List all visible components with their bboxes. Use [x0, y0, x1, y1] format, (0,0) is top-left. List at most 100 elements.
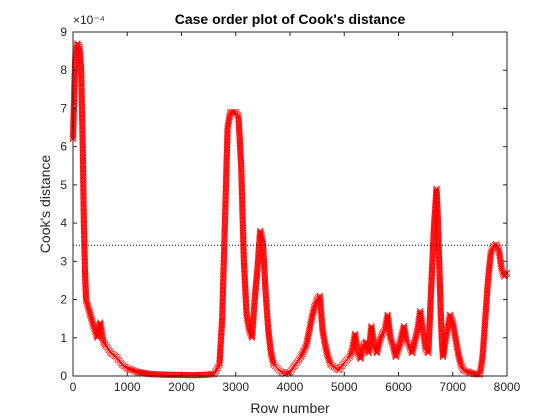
data-point-marker: [221, 238, 228, 246]
data-point-marker: [221, 213, 229, 221]
data-point-marker: [222, 197, 229, 205]
data-point-marker: [219, 286, 227, 294]
data-point-marker: [238, 195, 246, 203]
data-point-marker: [78, 116, 86, 123]
data-point-marker: [239, 205, 246, 213]
data-point-marker: [78, 94, 85, 101]
data-point-marker: [436, 262, 443, 270]
data-point-marker: [221, 224, 229, 232]
data-point-marker: [80, 210, 87, 217]
data-point-marker: [238, 184, 246, 192]
data-point-marker: [239, 213, 246, 221]
data-point-marker: [80, 208, 87, 216]
data-point-marker: [77, 71, 85, 79]
data-point-marker: [79, 129, 86, 136]
data-point-marker: [78, 84, 85, 92]
data-point-marker: [239, 224, 247, 232]
data-point-marker: [239, 202, 246, 209]
data-point-marker: [222, 203, 229, 211]
data-point-marker: [224, 133, 231, 141]
data-point-marker: [71, 86, 78, 94]
data-point-marker: [211, 369, 219, 376]
data-point-marker: [436, 272, 443, 279]
data-point-marker: [80, 218, 88, 225]
data-point-marker: [436, 292, 444, 300]
data-point-marker: [222, 191, 229, 198]
data-point-marker: [221, 226, 229, 233]
data-point-marker: [223, 156, 230, 163]
data-point-marker: [238, 187, 246, 195]
x-tick-label: 2000: [168, 380, 195, 394]
data-point-marker: [220, 246, 228, 254]
data-point-marker: [70, 99, 78, 107]
data-point-marker: [220, 266, 227, 273]
data-point-marker: [436, 270, 443, 278]
data-point-marker: [220, 256, 228, 264]
data-point-marker: [219, 304, 226, 311]
data-point-marker: [239, 232, 247, 240]
data-point-marker: [237, 164, 245, 171]
data-point-marker: [436, 264, 443, 271]
y-tick-label: 0: [60, 369, 67, 383]
data-point-marker: [239, 234, 247, 241]
data-point-marker: [80, 211, 88, 219]
data-point-marker: [173, 371, 181, 379]
x-tick-label: 3000: [222, 380, 249, 394]
data-point-marker: [70, 113, 77, 121]
y-axis-label: Cook's distance: [37, 155, 53, 254]
data-point-marker: [240, 245, 247, 252]
data-point-marker: [168, 371, 176, 379]
data-point-marker: [220, 272, 227, 279]
data-point-marker: [80, 184, 87, 192]
data-point-marker: [80, 200, 87, 208]
data-point-marker: [239, 215, 246, 222]
data-point-marker: [238, 175, 245, 182]
data-point-marker: [80, 216, 88, 224]
data-point-marker: [220, 267, 227, 275]
data-point-marker: [221, 215, 229, 222]
data-point-marker: [70, 96, 78, 103]
data-point-marker: [436, 276, 444, 284]
data-point-marker: [78, 117, 86, 125]
data-point-marker: [165, 371, 173, 379]
data-point-marker: [78, 98, 86, 106]
data-point-marker: [80, 234, 88, 241]
data-point-marker: [78, 78, 85, 85]
data-point-marker: [436, 265, 443, 273]
data-point-marker: [80, 197, 87, 205]
data-point-marker: [79, 162, 87, 170]
data-point-marker: [78, 82, 85, 90]
data-point-marker: [80, 203, 87, 211]
data-point-marker: [223, 149, 231, 157]
data-point-marker: [77, 70, 85, 77]
data-point-marker: [79, 165, 87, 173]
data-point-marker: [133, 368, 141, 375]
data-point-marker: [238, 170, 245, 178]
data-point-marker: [239, 226, 247, 233]
data-point-marker: [80, 215, 88, 222]
data-point-marker: [238, 189, 246, 197]
data-point-marker: [79, 148, 87, 155]
y-tick-label: 8: [60, 63, 67, 77]
data-point-marker: [80, 232, 88, 240]
data-point-marker: [221, 229, 228, 236]
data-point-marker: [437, 300, 444, 308]
data-point-marker: [70, 115, 77, 122]
data-point-marker: [79, 124, 86, 131]
data-point-marker: [81, 245, 88, 252]
data-point-marker: [78, 86, 85, 93]
data-point-marker: [80, 191, 87, 198]
data-point-marker: [223, 159, 230, 166]
data-point-marker: [81, 248, 88, 255]
x-axis-label: Row number: [250, 400, 330, 416]
data-point-marker: [140, 369, 147, 377]
data-point-marker: [240, 250, 247, 257]
data-point-marker: [71, 83, 78, 91]
data-point-marker: [78, 100, 86, 107]
data-point-marker: [79, 127, 86, 135]
data-point-marker: [218, 312, 226, 319]
data-point-marker: [222, 172, 230, 179]
data-point-marker: [79, 133, 86, 141]
data-point-marker: [81, 249, 88, 257]
data-point-marker: [221, 221, 229, 228]
